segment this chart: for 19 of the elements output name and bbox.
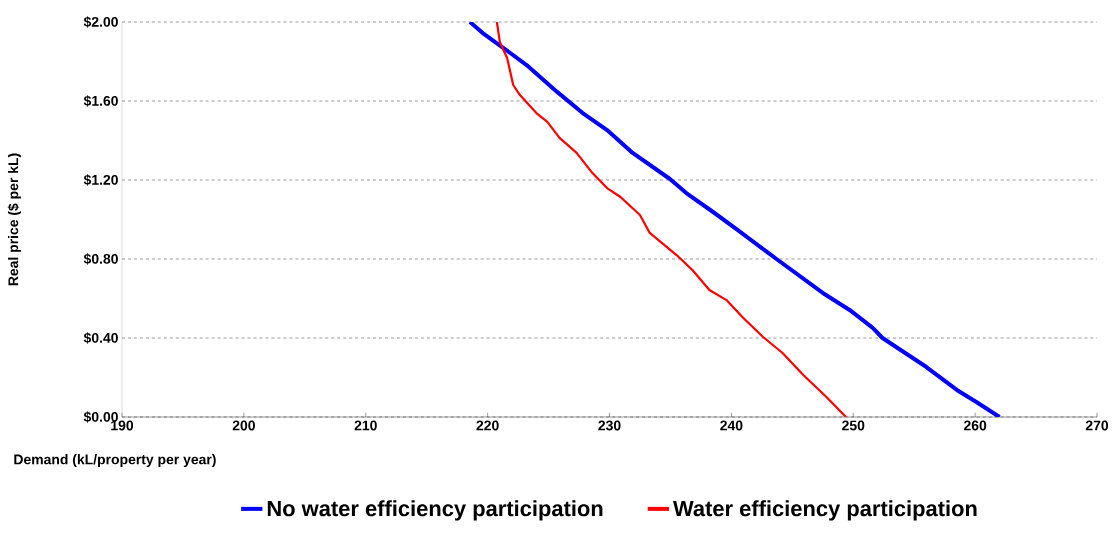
x-tick-label: 260 [963,420,987,431]
x-tick-label: 200 [232,420,255,431]
x-tick-label: 230 [598,420,621,431]
y-tick-label: $0.40 [83,332,118,344]
x-tick-label: 210 [354,420,377,431]
x-tick-label: 240 [720,420,743,431]
legend-label: Water efficiency participation [673,500,977,521]
line-series [495,22,848,417]
y-tick-label: $1.60 [83,95,118,107]
y-tick-label: $2.00 [83,16,118,28]
legend-label: No water efficiency participation [267,500,603,521]
line-series [467,22,1002,417]
x-tick-label: 220 [476,420,499,431]
x-tick-label: 270 [1085,420,1109,431]
y-tick-label: $0.80 [83,253,118,265]
y-tick-label: $1.20 [83,174,118,186]
x-axis-title: Demand (kL/property per year) [14,454,216,468]
y-axis-title: Real price ($ per kL) [7,153,21,286]
x-tick-label: 250 [842,420,865,431]
